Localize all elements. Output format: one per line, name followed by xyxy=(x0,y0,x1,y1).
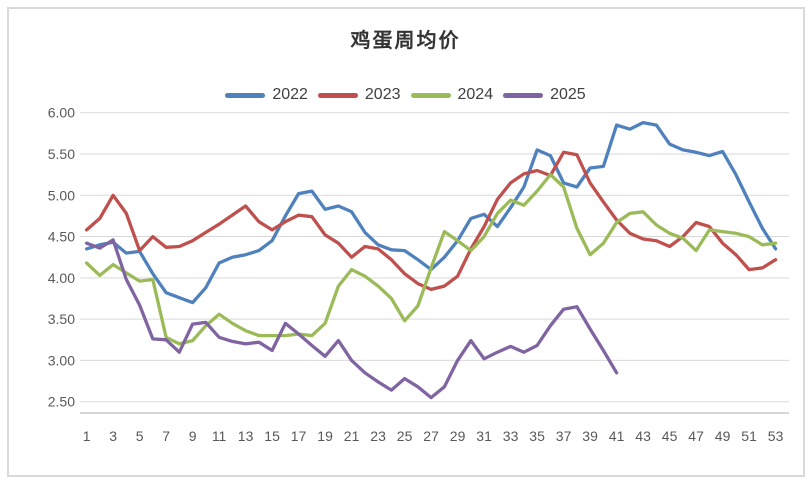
legend-swatch-2025 xyxy=(503,92,544,98)
series-2024-line[interactable] xyxy=(84,172,778,346)
legend-label: 2023 xyxy=(364,86,401,103)
x-axis-tick-label: 29 xyxy=(450,428,466,444)
legend-label: 2024 xyxy=(457,86,494,103)
legend: 2022 2023 2024 2025 xyxy=(0,86,811,104)
series-2023-line[interactable] xyxy=(84,150,778,292)
legend-item-2025[interactable]: 2025 xyxy=(503,86,586,104)
x-axis-tick-label: 53 xyxy=(768,428,784,444)
x-axis-tick-label: 35 xyxy=(529,428,545,444)
x-axis-tick-label: 1 xyxy=(83,428,91,444)
x-axis-tick-label: 15 xyxy=(264,428,280,444)
x-axis-tick-label: 45 xyxy=(662,428,678,444)
x-axis-tick-label: 19 xyxy=(317,428,333,444)
x-axis-tick-label: 39 xyxy=(582,428,598,444)
legend-swatch-2024 xyxy=(410,92,451,98)
y-axis-tick-label: 6.00 xyxy=(48,105,75,121)
x-axis-tick-label: 13 xyxy=(238,428,254,444)
legend-item-2024[interactable]: 2024 xyxy=(410,86,494,104)
x-axis-tick-label: 7 xyxy=(162,428,170,444)
x-axis-tick-label: 41 xyxy=(609,428,625,444)
x-axis-tick-label: 9 xyxy=(189,428,197,444)
legend-label: 2025 xyxy=(550,86,586,103)
x-axis-tick-label: 27 xyxy=(423,428,439,444)
legend-swatch-2023 xyxy=(317,92,358,98)
x-axis-tick-label: 3 xyxy=(109,428,117,444)
x-axis-tick-label: 11 xyxy=(212,428,227,444)
x-axis-tick-label: 33 xyxy=(503,428,519,444)
x-axis-tick-label: 21 xyxy=(344,428,360,444)
legend-swatch-2022 xyxy=(225,92,266,98)
x-axis-tick-label: 5 xyxy=(136,428,144,444)
x-axis-tick-label: 43 xyxy=(635,428,651,444)
x-axis-tick-label: 17 xyxy=(291,428,307,444)
legend-item-2023[interactable]: 2023 xyxy=(317,86,401,104)
chart-title: 鸡蛋周均价 xyxy=(350,30,461,52)
y-axis-tick-label: 3.00 xyxy=(48,352,75,368)
series-2022-line[interactable] xyxy=(84,120,778,305)
legend-label: 2022 xyxy=(272,86,308,103)
y-axis-tick-label: 5.00 xyxy=(48,187,75,203)
chart-frame-border xyxy=(7,7,805,477)
legend-item-2022[interactable]: 2022 xyxy=(225,86,308,104)
y-axis-tick-label: 5.50 xyxy=(48,146,75,162)
series-2025-line[interactable] xyxy=(84,238,619,400)
y-axis-tick-label: 4.00 xyxy=(48,270,75,286)
y-axis-tick-label: 3.50 xyxy=(48,311,75,327)
x-axis-tick-label: 51 xyxy=(741,428,757,444)
y-axis-tick-label: 4.50 xyxy=(48,229,75,245)
x-axis-tick-label: 25 xyxy=(397,428,413,444)
x-axis-tick-label: 47 xyxy=(688,428,704,444)
x-axis-tick-label: 23 xyxy=(370,428,386,444)
y-axis-tick-label: 2.50 xyxy=(48,394,75,410)
x-axis-tick-label: 37 xyxy=(556,428,572,444)
x-axis-tick-label: 31 xyxy=(476,428,492,444)
x-axis-tick-label: 49 xyxy=(715,428,731,444)
